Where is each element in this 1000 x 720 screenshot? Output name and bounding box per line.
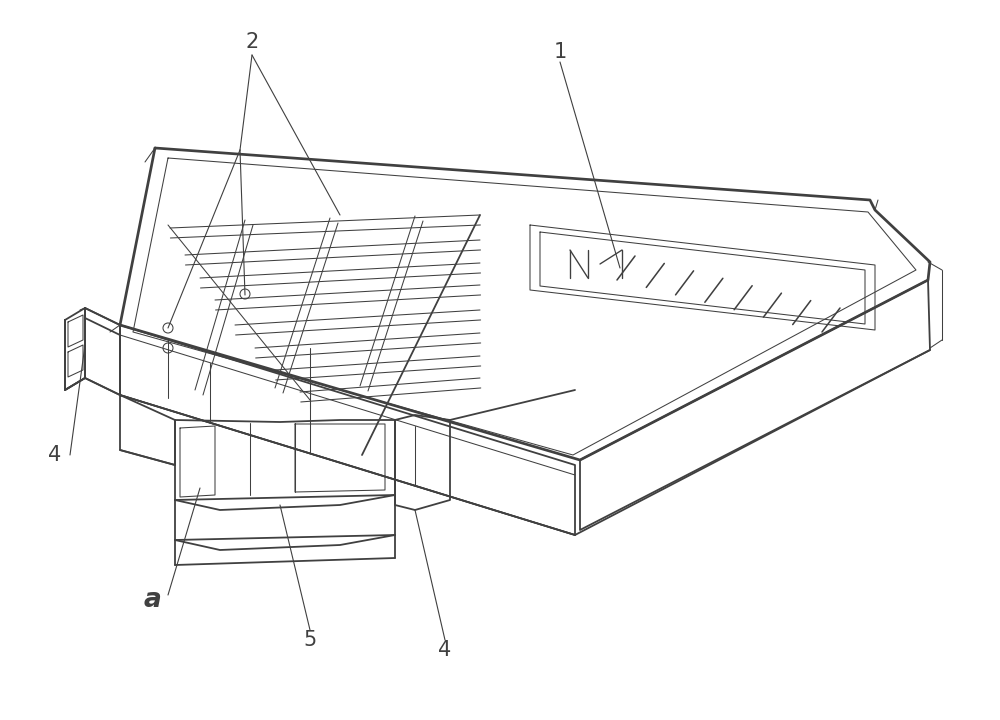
- Text: 2: 2: [245, 32, 259, 52]
- Text: a: a: [143, 587, 161, 613]
- Text: 4: 4: [438, 640, 452, 660]
- Text: 5: 5: [303, 630, 317, 650]
- Text: 1: 1: [553, 42, 567, 62]
- Text: 4: 4: [48, 445, 62, 465]
